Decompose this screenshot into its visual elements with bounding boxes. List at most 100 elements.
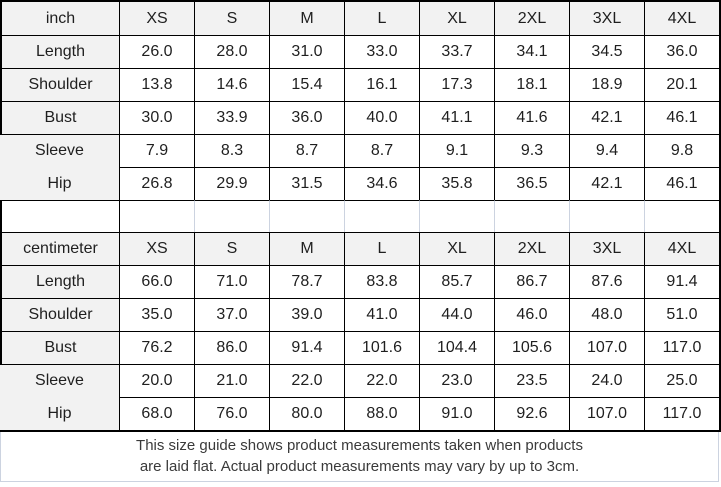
size-column-header: 2XL bbox=[494, 2, 569, 35]
spacer-row-cell bbox=[194, 200, 269, 232]
size-column-header: XL bbox=[419, 2, 494, 35]
measurement-value-cell: 107.0 bbox=[569, 397, 644, 430]
measurement-value-cell: 20.1 bbox=[644, 68, 719, 101]
spacer-row-cell bbox=[344, 200, 419, 232]
measurement-value-cell: 66.0 bbox=[119, 265, 194, 298]
measurement-value-cell: 15.4 bbox=[269, 68, 344, 101]
unit-header-inch: inch bbox=[0, 2, 119, 35]
measurement-value-cell: 22.0 bbox=[269, 364, 344, 397]
measurement-value-cell: 9.8 bbox=[644, 134, 719, 167]
measurement-value-cell: 22.0 bbox=[344, 364, 419, 397]
measurement-value-cell: 8.7 bbox=[269, 134, 344, 167]
size-column-header: 4XL bbox=[644, 2, 719, 35]
measurement-value-cell: 41.1 bbox=[419, 101, 494, 134]
measurement-value-cell: 9.4 bbox=[569, 134, 644, 167]
size-column-header: XS bbox=[119, 2, 194, 35]
measurement-value-cell: 42.1 bbox=[569, 167, 644, 200]
size-guide-note-line1: This size guide shows product measuremen… bbox=[136, 436, 583, 454]
measurement-value-cell: 46.1 bbox=[644, 167, 719, 200]
measurement-row-label: Shoulder bbox=[0, 298, 119, 331]
measurement-row-label: Length bbox=[0, 265, 119, 298]
measurement-value-cell: 30.0 bbox=[119, 101, 194, 134]
measurement-value-cell: 51.0 bbox=[644, 298, 719, 331]
measurement-row-label: Hip bbox=[0, 167, 119, 200]
measurement-value-cell: 26.8 bbox=[119, 167, 194, 200]
measurement-value-cell: 34.1 bbox=[494, 35, 569, 68]
size-guide-table: inch XS S M L XL 2XL 3XL 4XL Length 26.0… bbox=[0, 0, 721, 432]
size-column-header: 3XL bbox=[569, 2, 644, 35]
measurement-value-cell: 76.2 bbox=[119, 331, 194, 364]
measurement-value-cell: 71.0 bbox=[194, 265, 269, 298]
spacer-row-cell bbox=[494, 200, 569, 232]
measurement-value-cell: 28.0 bbox=[194, 35, 269, 68]
measurement-value-cell: 20.0 bbox=[119, 364, 194, 397]
measurement-value-cell: 9.1 bbox=[419, 134, 494, 167]
measurement-value-cell: 25.0 bbox=[644, 364, 719, 397]
measurement-value-cell: 88.0 bbox=[344, 397, 419, 430]
measurement-value-cell: 39.0 bbox=[269, 298, 344, 331]
measurement-value-cell: 31.5 bbox=[269, 167, 344, 200]
measurement-value-cell: 8.7 bbox=[344, 134, 419, 167]
size-column-header: 4XL bbox=[644, 232, 719, 265]
measurement-value-cell: 86.7 bbox=[494, 265, 569, 298]
size-column-header: M bbox=[269, 2, 344, 35]
measurement-value-cell: 23.5 bbox=[494, 364, 569, 397]
measurement-value-cell: 42.1 bbox=[569, 101, 644, 134]
measurement-row-label: Shoulder bbox=[0, 68, 119, 101]
measurement-row-label: Length bbox=[0, 35, 119, 68]
size-column-header: S bbox=[194, 232, 269, 265]
size-column-header: L bbox=[344, 2, 419, 35]
spacer-row-cell bbox=[569, 200, 644, 232]
spacer-row-cell bbox=[119, 200, 194, 232]
measurement-value-cell: 18.9 bbox=[569, 68, 644, 101]
measurement-value-cell: 91.0 bbox=[419, 397, 494, 430]
measurement-value-cell: 46.0 bbox=[494, 298, 569, 331]
measurement-value-cell: 17.3 bbox=[419, 68, 494, 101]
measurement-value-cell: 117.0 bbox=[644, 331, 719, 364]
measurement-value-cell: 40.0 bbox=[344, 101, 419, 134]
measurement-row-label: Bust bbox=[0, 331, 119, 364]
size-column-header: 3XL bbox=[569, 232, 644, 265]
measurement-value-cell: 37.0 bbox=[194, 298, 269, 331]
measurement-value-cell: 18.1 bbox=[494, 68, 569, 101]
measurement-value-cell: 36.0 bbox=[269, 101, 344, 134]
measurement-value-cell: 36.5 bbox=[494, 167, 569, 200]
measurement-value-cell: 41.6 bbox=[494, 101, 569, 134]
measurement-value-cell: 31.0 bbox=[269, 35, 344, 68]
measurement-value-cell: 41.0 bbox=[344, 298, 419, 331]
size-column-header: XL bbox=[419, 232, 494, 265]
measurement-value-cell: 34.6 bbox=[344, 167, 419, 200]
measurement-value-cell: 29.9 bbox=[194, 167, 269, 200]
measurement-value-cell: 78.7 bbox=[269, 265, 344, 298]
measurement-value-cell: 76.0 bbox=[194, 397, 269, 430]
measurement-value-cell: 101.6 bbox=[344, 331, 419, 364]
measurement-value-cell: 117.0 bbox=[644, 397, 719, 430]
measurement-value-cell: 83.8 bbox=[344, 265, 419, 298]
measurement-value-cell: 68.0 bbox=[119, 397, 194, 430]
measurement-value-cell: 33.7 bbox=[419, 35, 494, 68]
measurement-value-cell: 87.6 bbox=[569, 265, 644, 298]
measurement-value-cell: 7.9 bbox=[119, 134, 194, 167]
spacer-row-cell bbox=[269, 200, 344, 232]
measurement-value-cell: 91.4 bbox=[269, 331, 344, 364]
measurement-value-cell: 33.0 bbox=[344, 35, 419, 68]
unit-header-centimeter: centimeter bbox=[0, 232, 119, 265]
measurement-value-cell: 9.3 bbox=[494, 134, 569, 167]
measurement-value-cell: 35.8 bbox=[419, 167, 494, 200]
measurement-value-cell: 105.6 bbox=[494, 331, 569, 364]
measurement-value-cell: 85.7 bbox=[419, 265, 494, 298]
measurement-row-label: Bust bbox=[0, 101, 119, 134]
measurement-value-cell: 86.0 bbox=[194, 331, 269, 364]
spacer-row-cell bbox=[0, 200, 119, 232]
size-guide-note: This size guide shows product measuremen… bbox=[0, 432, 719, 482]
measurement-row-label: Hip bbox=[0, 397, 119, 430]
spacer-row-cell bbox=[419, 200, 494, 232]
measurement-value-cell: 80.0 bbox=[269, 397, 344, 430]
size-column-header: XS bbox=[119, 232, 194, 265]
measurement-value-cell: 44.0 bbox=[419, 298, 494, 331]
measurement-value-cell: 24.0 bbox=[569, 364, 644, 397]
size-guide-note-line2: are laid flat. Actual product measuremen… bbox=[139, 457, 580, 475]
measurement-value-cell: 16.1 bbox=[344, 68, 419, 101]
measurement-value-cell: 48.0 bbox=[569, 298, 644, 331]
measurement-value-cell: 21.0 bbox=[194, 364, 269, 397]
